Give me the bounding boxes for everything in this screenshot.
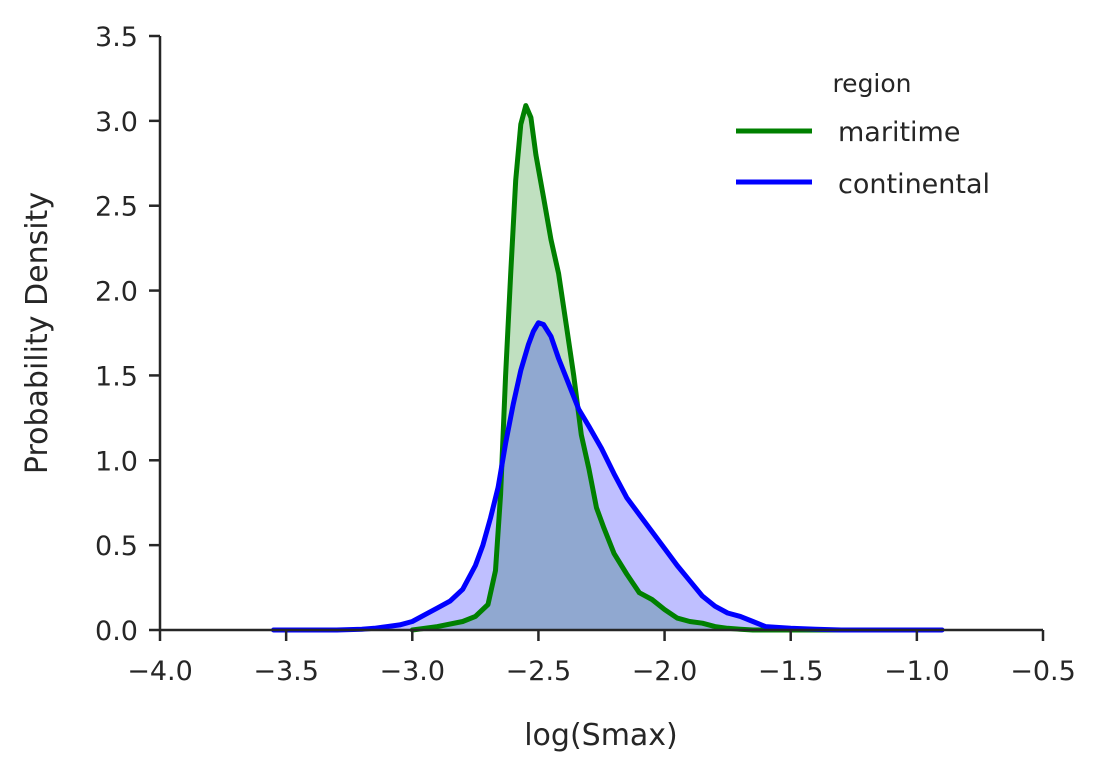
y-tick-label: 1.0 xyxy=(95,446,138,477)
series-line-continental xyxy=(271,320,945,633)
y-tick-label: 2.0 xyxy=(95,277,138,308)
legend-title: region xyxy=(832,69,911,98)
x-tick-label: −4.0 xyxy=(127,656,193,687)
legend-label-continental: continental xyxy=(838,169,990,200)
y-axis-label: Probability Density xyxy=(20,192,55,474)
series-area-continental xyxy=(273,322,943,630)
series-area-maritime xyxy=(412,105,842,631)
y-ticks: 0.0 0.5 1.0 1.5 2.0 2.5 3.0 3.5 xyxy=(95,22,160,647)
legend-label-maritime: maritime xyxy=(838,117,960,148)
y-tick-label: 3.5 xyxy=(95,22,138,53)
y-tick-label: 3.0 xyxy=(95,107,138,138)
series-lines xyxy=(271,103,945,633)
y-tick-label: 0.0 xyxy=(95,616,138,647)
x-tick-label: −2.0 xyxy=(632,656,698,687)
x-tick-label: −3.5 xyxy=(253,656,319,687)
plot-area xyxy=(271,103,945,633)
legend: region maritime continental xyxy=(736,69,990,200)
x-tick-label: −3.0 xyxy=(380,656,446,687)
series-fills xyxy=(273,105,943,631)
x-tick-label: −0.5 xyxy=(1010,656,1076,687)
x-ticks: −4.0 −3.5 −3.0 −2.5 −2.0 −1.5 −1.0 −0.5 xyxy=(127,630,1076,687)
axes: −4.0 −3.5 −3.0 −2.5 −2.0 −1.5 −1.0 −0.5 0.0 0.5 1… xyxy=(95,22,1076,687)
y-tick-label: 0.5 xyxy=(95,531,138,562)
x-tick-label: −1.5 xyxy=(758,656,824,687)
x-axis-label: log(Smax) xyxy=(524,718,678,753)
y-tick-label: 1.5 xyxy=(95,361,138,392)
y-tick-label: 2.5 xyxy=(95,192,138,223)
x-tick-label: −1.0 xyxy=(884,656,950,687)
x-tick-label: −2.5 xyxy=(506,656,572,687)
